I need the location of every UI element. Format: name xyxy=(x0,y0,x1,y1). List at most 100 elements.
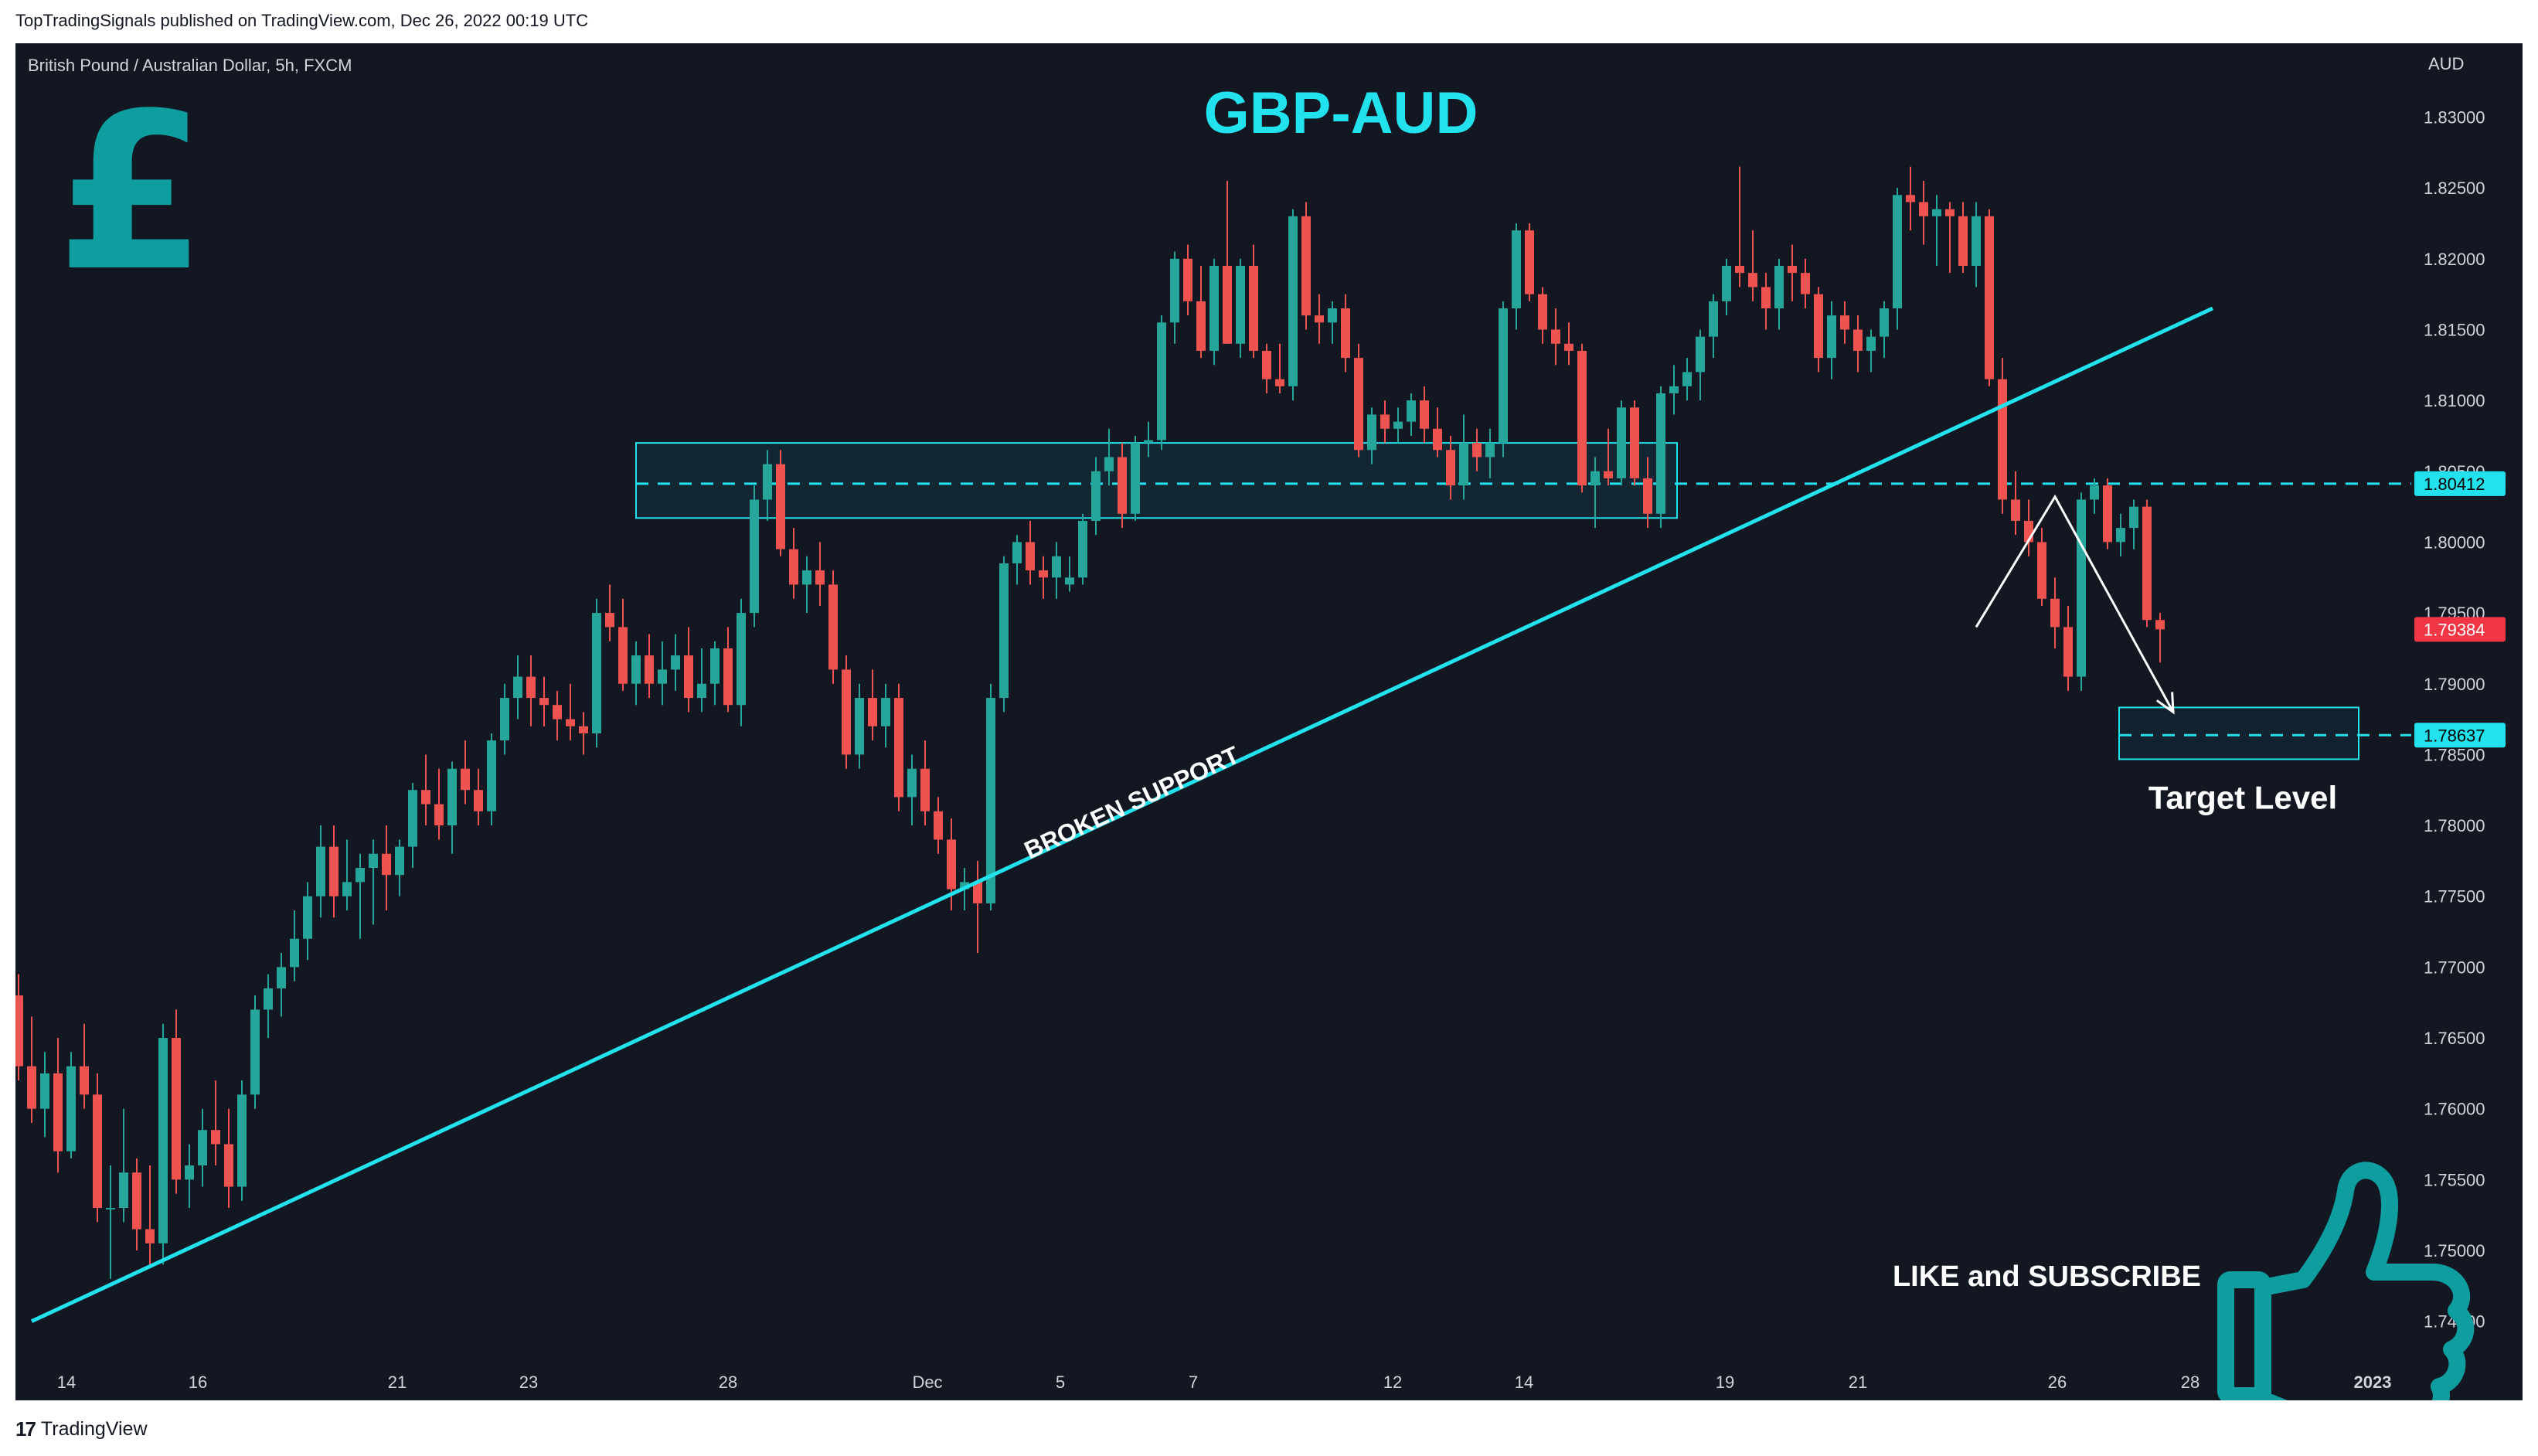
price-tag: 1.78637 xyxy=(2414,723,2506,748)
candle-body xyxy=(2116,528,2125,543)
candle-body xyxy=(1459,443,1468,486)
candle-body xyxy=(802,570,811,585)
candle xyxy=(1288,209,1298,401)
candle xyxy=(106,1165,115,1279)
candle xyxy=(40,1052,49,1138)
candle-body xyxy=(671,655,680,670)
chart-area[interactable]: 1.830001.825001.820001.815001.810001.805… xyxy=(15,43,2523,1400)
candle xyxy=(2063,605,2073,691)
candle-body xyxy=(224,1144,233,1187)
candle-body xyxy=(868,698,877,726)
candle xyxy=(277,953,286,1017)
candle xyxy=(2037,528,2046,606)
candle xyxy=(1998,358,2007,514)
time-tick-label: 26 xyxy=(2048,1373,2067,1392)
candle-body xyxy=(1709,301,1718,337)
candle xyxy=(1932,195,1941,266)
candle xyxy=(382,825,391,911)
candle xyxy=(1630,400,1639,486)
candle-body xyxy=(592,613,601,733)
candle-body xyxy=(1131,443,1140,514)
price-tag-label: 1.80412 xyxy=(2424,475,2485,494)
candle xyxy=(316,825,325,918)
candle-body xyxy=(382,853,391,876)
target-level-label: Target Level xyxy=(2148,779,2337,815)
candle-body xyxy=(789,549,798,585)
time-tick-label: 21 xyxy=(388,1373,407,1392)
candle-body xyxy=(973,882,982,903)
candle xyxy=(1157,315,1166,451)
time-tick-label: 2023 xyxy=(2354,1373,2392,1392)
candle xyxy=(500,683,509,755)
candle-body xyxy=(329,846,339,896)
price-tick-label: 1.79000 xyxy=(2424,675,2485,694)
candle xyxy=(815,542,825,606)
candle-body xyxy=(369,853,378,869)
candle-body xyxy=(408,790,417,847)
candle xyxy=(421,754,430,826)
candle-body xyxy=(1880,308,1889,337)
candle xyxy=(1170,251,1179,344)
candle-body xyxy=(697,683,706,699)
projection-arrow-head xyxy=(2155,692,2175,715)
candle xyxy=(1301,202,1311,330)
candle xyxy=(1249,244,1258,359)
candle xyxy=(1577,343,1587,493)
candle-body xyxy=(750,499,759,614)
candle-body xyxy=(27,1066,36,1109)
currency-label: AUD xyxy=(2428,54,2464,73)
target-zone xyxy=(2118,706,2359,760)
candle xyxy=(408,783,417,869)
thumbs-up-icon xyxy=(2217,1162,2475,1400)
candle xyxy=(934,797,943,854)
candle xyxy=(66,1052,76,1158)
time-tick-label: 23 xyxy=(519,1373,538,1392)
candle xyxy=(737,598,746,726)
candle xyxy=(566,683,575,741)
candle xyxy=(973,860,982,954)
candle-body xyxy=(106,1208,115,1210)
candle xyxy=(93,1073,102,1223)
candle-body xyxy=(1919,202,1928,216)
candle-body xyxy=(395,846,404,876)
price-tag-bg xyxy=(2414,617,2506,642)
candle xyxy=(1682,358,1692,401)
candle xyxy=(1840,301,1849,344)
chart-svg[interactable]: 1.830001.825001.820001.815001.810001.805… xyxy=(15,43,2523,1400)
candle xyxy=(1880,301,1889,359)
candle xyxy=(1788,244,1797,301)
candle-body xyxy=(986,698,995,903)
candle xyxy=(1131,435,1140,521)
candle xyxy=(539,676,549,726)
price-tick-label: 1.78000 xyxy=(2424,816,2485,835)
candle-body xyxy=(1183,258,1192,301)
candle-body xyxy=(1012,542,1022,563)
candle xyxy=(369,839,378,925)
candle-body xyxy=(1407,400,1416,422)
candle-body xyxy=(1091,471,1101,521)
footer-brand[interactable]: 17 TradingView xyxy=(15,1417,148,1441)
candle xyxy=(1446,435,1455,500)
candle-body xyxy=(1748,273,1757,287)
candle-body xyxy=(53,1073,63,1152)
candle xyxy=(290,910,299,981)
time-tick-label: 21 xyxy=(1849,1373,1867,1392)
candle xyxy=(1525,223,1534,301)
candle xyxy=(645,634,654,699)
candle-body xyxy=(474,790,483,811)
candle-body xyxy=(2077,499,2086,677)
candle xyxy=(1459,414,1468,500)
pound-sign-icon: £ xyxy=(56,67,207,319)
candle-body xyxy=(947,839,956,890)
candle xyxy=(1853,315,1863,373)
candle xyxy=(474,768,483,826)
candle-body xyxy=(2037,542,2046,599)
candle xyxy=(1538,287,1547,344)
candle-body xyxy=(1485,443,1495,458)
candle-body xyxy=(447,768,457,826)
candle xyxy=(2050,577,2060,648)
candle-body xyxy=(80,1066,89,1095)
candle xyxy=(27,1016,36,1124)
candle-body xyxy=(316,846,325,896)
candle-body xyxy=(342,882,352,896)
